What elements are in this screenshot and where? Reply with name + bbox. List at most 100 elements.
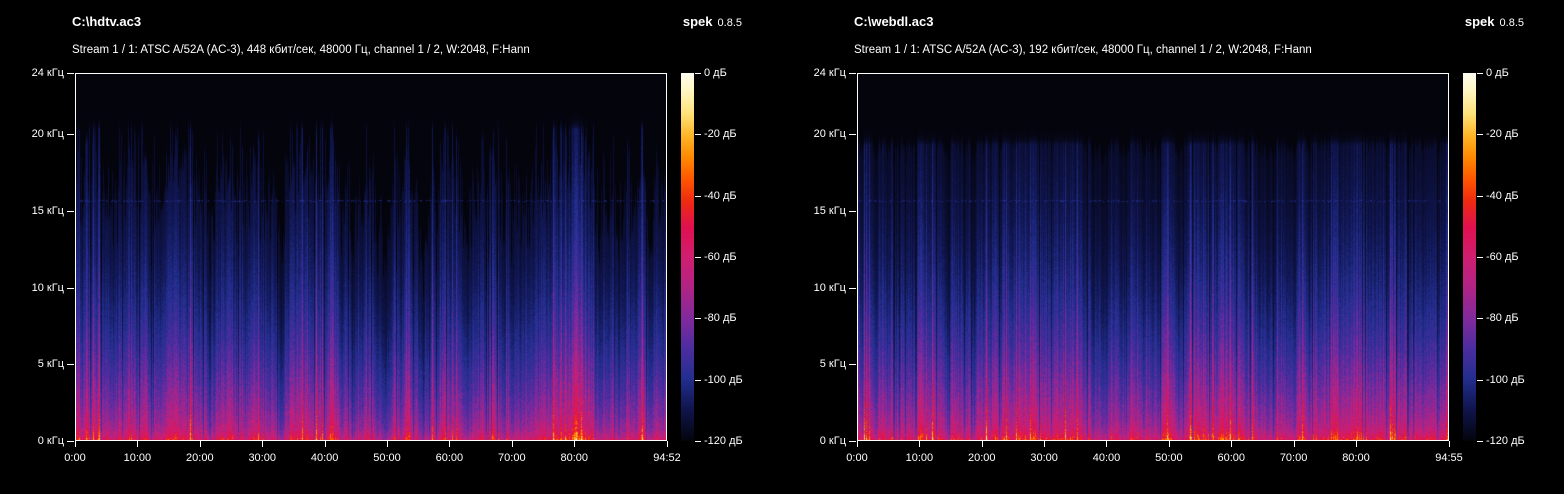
legend-tick-label: -100 дБ bbox=[1486, 373, 1525, 386]
legend-tick bbox=[695, 441, 701, 442]
y-axis-tick bbox=[849, 441, 856, 442]
x-axis-tick-label: 30:00 bbox=[248, 452, 276, 464]
legend-tick-label: -40 дБ bbox=[704, 189, 737, 202]
legend-tick bbox=[1477, 134, 1483, 136]
x-axis-tick-label: 0:00 bbox=[846, 452, 868, 464]
x-axis-tick-label: 50:00 bbox=[373, 452, 401, 464]
legend-tick-label: -20 дБ bbox=[1486, 128, 1519, 141]
y-axis-tick-label: 20 кГц bbox=[31, 128, 64, 141]
x-axis-tick bbox=[262, 441, 264, 447]
y-axis-tick bbox=[67, 134, 74, 136]
y-axis-tick-label: 0 кГц bbox=[819, 435, 846, 447]
x-axis-tick-label: 0:00 bbox=[64, 452, 86, 464]
spectrogram-panel-hdtv: C:\hdtv.ac3 spek 0.8.5 Stream 1 / 1: ATSC… bbox=[31, 14, 743, 464]
x-axis-tick-label: 30:00 bbox=[1030, 452, 1058, 464]
legend-tick-label: -60 дБ bbox=[704, 251, 737, 263]
y-axis-tick-label: 24 кГц bbox=[813, 67, 846, 79]
x-axis-tick bbox=[1044, 441, 1046, 447]
y-axis-tick bbox=[849, 73, 856, 74]
x-axis-tick bbox=[1106, 441, 1108, 447]
x-axis-tick bbox=[1293, 441, 1295, 447]
y-axis-tick bbox=[849, 134, 856, 136]
y-axis-tick bbox=[67, 73, 74, 74]
spectrogram-plot bbox=[75, 73, 667, 441]
legend-tick bbox=[695, 73, 701, 74]
stream-info: Stream 1 / 1: ATSC A/52A (AC-3), 192 кби… bbox=[854, 44, 1312, 56]
x-axis-tick-label: 80:00 bbox=[560, 452, 588, 464]
spectrogram-panel-webdl: C:\webdl.ac3 spek 0.8.5 Stream 1 / 1: ATS… bbox=[782, 0, 1564, 494]
y-axis-tick-label: 15 кГц bbox=[813, 205, 846, 217]
file-title: C:\webdl.ac3 bbox=[854, 14, 934, 29]
legend-tick bbox=[695, 134, 701, 136]
x-axis-tick-label: 94:55 bbox=[1435, 452, 1463, 464]
x-axis-tick bbox=[324, 441, 326, 447]
x-axis-tick bbox=[1355, 441, 1357, 447]
y-axis-tick bbox=[67, 364, 74, 366]
y-axis-tick-label: 5 кГц bbox=[819, 358, 846, 371]
x-axis-tick-label: 40:00 bbox=[1092, 452, 1121, 464]
x-axis-tick bbox=[199, 441, 201, 447]
y-axis-tick-label: 0 кГц bbox=[37, 435, 64, 447]
y-axis-tick bbox=[67, 441, 74, 442]
legend-tick-label: -80 дБ bbox=[1486, 312, 1519, 325]
legend-tick bbox=[695, 379, 701, 381]
x-axis-tick-label: 60:00 bbox=[435, 452, 464, 464]
x-axis-tick-label: 50:00 bbox=[1155, 452, 1183, 464]
x-axis-tick bbox=[137, 441, 139, 447]
x-axis-tick-label: 80:00 bbox=[1342, 452, 1370, 464]
legend-tick-label: -20 дБ bbox=[704, 128, 737, 141]
spectrogram-canvas bbox=[858, 74, 1448, 440]
x-axis-tick bbox=[574, 441, 576, 447]
legend-tick-label: -120 дБ bbox=[704, 435, 743, 447]
x-axis-tick-label: 40:00 bbox=[310, 452, 339, 464]
app-version-label: 0.8.5 bbox=[717, 17, 742, 29]
x-axis-tick-label: 60:00 bbox=[1217, 452, 1245, 464]
legend-tick-label: -80 дБ bbox=[704, 312, 737, 325]
x-axis-tick-label: 10:00 bbox=[123, 452, 152, 464]
app-brand: spek 0.8.5 bbox=[683, 14, 742, 29]
app-name-label: spek bbox=[1464, 14, 1495, 29]
legend-tick bbox=[1477, 318, 1483, 320]
y-axis-tick-label: 20 кГц bbox=[813, 128, 846, 141]
y-axis-tick bbox=[67, 287, 74, 289]
legend-tick bbox=[695, 195, 701, 197]
y-axis-tick bbox=[849, 211, 856, 212]
y-axis-tick bbox=[849, 364, 856, 366]
legend-tick-label: -120 дБ bbox=[1486, 435, 1525, 447]
x-axis-tick-label: 20:00 bbox=[186, 452, 214, 464]
legend-tick bbox=[1477, 73, 1483, 74]
y-axis-tick-label: 15 кГц bbox=[31, 205, 64, 217]
spectrogram-plot bbox=[857, 73, 1449, 441]
x-axis-tick-label: 70:00 bbox=[1279, 452, 1308, 464]
x-axis-tick bbox=[981, 441, 983, 447]
y-axis-tick-label: 24 кГц bbox=[31, 67, 64, 79]
x-axis-tick bbox=[857, 441, 858, 447]
stream-info: Stream 1 / 1: ATSC A/52A (AC-3), 448 кби… bbox=[72, 44, 530, 56]
legend-tick bbox=[1477, 257, 1483, 258]
x-axis-tick-label: 20:00 bbox=[967, 452, 996, 464]
legend-tick bbox=[695, 318, 701, 320]
app-name-label: spek bbox=[682, 14, 713, 29]
legend-tick-label: -60 дБ bbox=[1486, 251, 1519, 263]
app-brand: spek 0.8.5 bbox=[1465, 14, 1524, 29]
y-axis-tick-label: 10 кГц bbox=[31, 281, 64, 294]
y-axis-tick-label: 10 кГц bbox=[813, 281, 846, 294]
db-color-legend bbox=[681, 73, 694, 441]
x-axis-tick bbox=[1231, 441, 1233, 447]
x-axis-tick bbox=[75, 441, 76, 447]
x-axis-tick bbox=[1449, 441, 1450, 447]
file-title: C:\hdtv.ac3 bbox=[72, 14, 142, 29]
x-axis-tick bbox=[667, 441, 668, 447]
db-color-legend bbox=[1463, 73, 1476, 441]
legend-tick-label: 0 дБ bbox=[704, 67, 727, 79]
x-axis-tick bbox=[919, 441, 921, 447]
x-axis-tick bbox=[1168, 441, 1170, 447]
legend-tick bbox=[695, 257, 701, 258]
legend-tick-label: 0 дБ bbox=[1486, 67, 1509, 79]
x-axis-tick-label: 10:00 bbox=[905, 452, 934, 464]
legend-tick-label: -100 дБ bbox=[704, 373, 743, 386]
y-axis-tick-label: 5 кГц bbox=[37, 358, 64, 371]
legend-tick bbox=[1477, 379, 1483, 381]
x-axis-tick bbox=[449, 441, 451, 447]
